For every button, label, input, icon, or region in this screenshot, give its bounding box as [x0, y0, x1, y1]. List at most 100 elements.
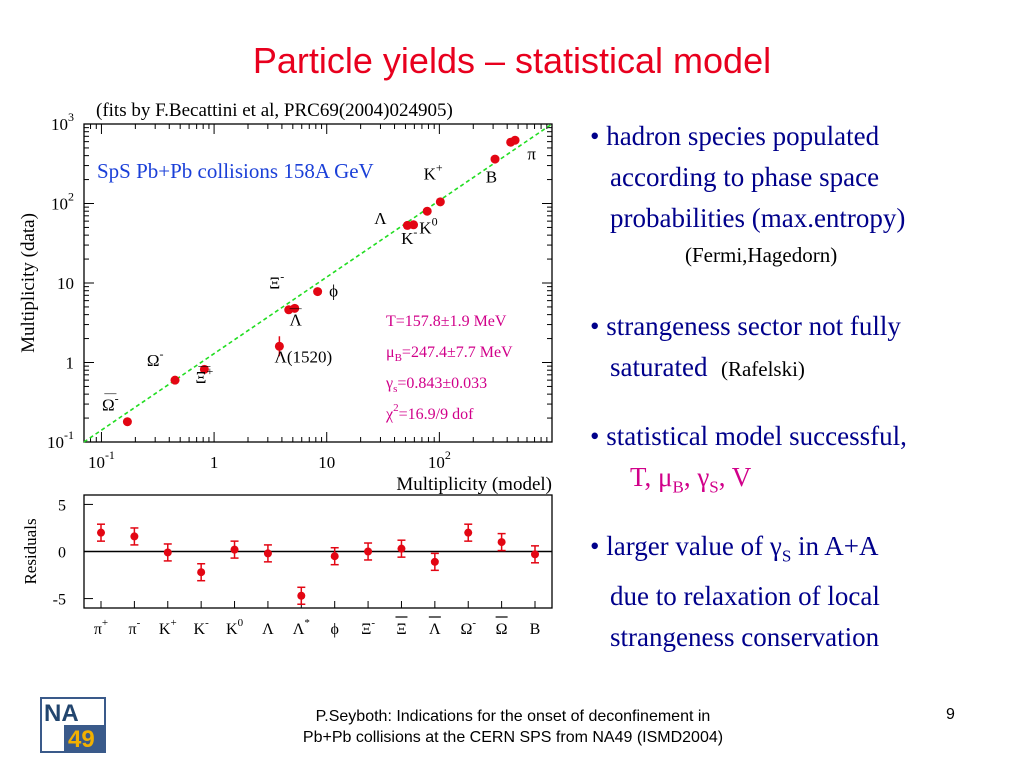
- bullet-3-line-1: • statistical model successful,: [590, 421, 907, 451]
- residual-point: [464, 528, 473, 537]
- y-tick-label: 103: [51, 110, 74, 134]
- point-label: Ω-: [102, 391, 119, 414]
- footer-line-2: Pb+Pb collisions at the CERN SPS from NA…: [302, 729, 724, 746]
- x-tick-label: 1: [210, 453, 219, 472]
- residual-point: [263, 549, 272, 558]
- bullet-4-line-2: due to relaxation of local: [610, 581, 880, 612]
- point-label: Ξ+: [196, 364, 214, 387]
- residual-point: [497, 538, 506, 547]
- slide-title: Particle yields – statistical model: [252, 40, 772, 81]
- data-point: [313, 287, 323, 297]
- residuals-y-tick-label: 5: [58, 497, 66, 514]
- data-point: [290, 303, 300, 313]
- point-label: K-: [401, 225, 417, 248]
- y-tick-label: 1: [66, 354, 75, 373]
- bullet-1-line-1: • hadron species populated: [590, 121, 880, 151]
- particle-yields-figure: 10-1 1 10 102 10-1 1 10 102 103 Multiplicity (mod…: [18, 110, 553, 638]
- bullet-1-line-2: according to phase space: [610, 162, 880, 192]
- x-tick-label: 102: [428, 448, 451, 472]
- data-point: [510, 135, 520, 145]
- data-point: [122, 417, 132, 427]
- logo-na-text: NA: [44, 700, 79, 727]
- residuals-category-label: K+: [159, 617, 177, 638]
- residuals-category-label: Λ*: [293, 617, 310, 638]
- bullet-3-params: T, μB, γS, V: [630, 462, 752, 497]
- residual-point: [163, 548, 172, 557]
- x-tick-label: 10-1: [88, 448, 115, 472]
- residuals-category-label: Ξ-: [361, 617, 375, 638]
- y-tick-label: 10: [57, 274, 74, 293]
- residual-point: [330, 552, 339, 561]
- page-number: 9: [946, 706, 955, 723]
- point-label: Λ(1520): [275, 348, 333, 367]
- footer: P.Seyboth: Indications for the onset of …: [258, 706, 768, 748]
- footer-line-1: P.Seyboth: Indications for the onset of …: [315, 708, 711, 725]
- point-label: π: [527, 144, 536, 163]
- x-axis-label: Multiplicity (model): [396, 474, 552, 495]
- data-point: [422, 206, 432, 216]
- bullet-4-line-1: • larger value of γS in A+A: [590, 531, 879, 566]
- point-label: B: [486, 167, 497, 186]
- residuals-category-label: ϕ: [330, 621, 338, 638]
- y-tick-label: 10-1: [47, 428, 74, 452]
- bullet-gamma-s: • larger value of γS in A+A due to relax…: [590, 526, 880, 658]
- bullet-4-line-3: strangeness conservation: [610, 622, 880, 653]
- na49-logo: NA 49: [40, 697, 106, 753]
- point-label: K+: [424, 161, 443, 184]
- bullet-2-saturated: saturated: [610, 352, 708, 382]
- residual-point: [397, 544, 406, 553]
- residuals-category-label: π-: [129, 617, 141, 638]
- data-point: [409, 220, 419, 230]
- residual-point: [364, 547, 373, 556]
- point-label: Λ: [290, 311, 303, 330]
- point-label: Ω-: [147, 347, 164, 370]
- bullet-1-line-3: probabilities (max.entropy): [610, 203, 906, 233]
- residuals-panel: 5 0 -5 Residuals π+ π- K+ K- K0 Λ Λ* ϕ Ξ- Ξ Λ Ω- Ω B: [21, 494, 553, 638]
- point-label: K0: [419, 214, 437, 237]
- point-label-overline: —: [289, 301, 303, 315]
- point-label: Ξ-: [269, 270, 284, 293]
- bullet-4-part-b: in A+A: [791, 531, 879, 561]
- residual-point: [297, 591, 306, 600]
- bullet-statistical-model: • statistical model successful, T, μB, γ…: [590, 416, 907, 507]
- residuals-category-label: π+: [94, 617, 108, 638]
- fit-result: μB=247.4±7.7 MeV: [386, 344, 513, 364]
- data-point: [170, 375, 180, 385]
- residual-point: [430, 557, 439, 566]
- point-label: ϕ: [329, 281, 338, 300]
- residuals-category-label: Ξ: [396, 621, 406, 638]
- bullet-4-part-a: • larger value of: [590, 531, 770, 561]
- bullet-1-note: (Fermi,Hagedorn): [685, 243, 838, 267]
- residuals-category-label: Λ: [429, 621, 441, 638]
- bullet-2-line-2: saturated (Rafelski): [590, 347, 901, 390]
- residual-point: [130, 532, 139, 541]
- bullet-strangeness-sector: • strangeness sector not fully saturated…: [590, 306, 901, 390]
- fit-reference-subtitle: (fits by F.Becattini et al, PRC69(2004)0…: [96, 100, 453, 121]
- residuals-y-tick-label: 0: [58, 545, 66, 562]
- data-point: [435, 197, 445, 207]
- residual-point: [197, 568, 206, 577]
- bullet-hadron-species: • hadron species populated according to …: [590, 116, 905, 271]
- residuals-category-label: Λ: [262, 621, 274, 638]
- residuals-category-label: Ω-: [460, 617, 476, 638]
- fit-result: T=157.8±1.9 MeV: [386, 313, 507, 330]
- residuals-category-label: K0: [226, 617, 244, 638]
- residuals-y-tick-label: -5: [53, 592, 66, 609]
- x-tick-label: 10: [318, 453, 335, 472]
- y-axis-label: Multiplicity (data): [18, 213, 39, 353]
- residuals-category-label: K-: [194, 617, 210, 638]
- point-label-overline: —: [197, 358, 211, 372]
- residual-point: [230, 545, 239, 554]
- data-point: [490, 154, 500, 164]
- residuals-category-label: B: [530, 621, 541, 638]
- panel-label: SpS Pb+Pb collisions 158A GeV: [97, 159, 374, 183]
- bullet-2-line-1: • strangeness sector not fully: [590, 311, 901, 341]
- data-point: [199, 364, 209, 374]
- point-label-overline: —: [103, 385, 117, 399]
- fit-result: χ2=16.9/9 dof: [385, 402, 474, 423]
- fit-result: γs=0.843±0.033: [385, 375, 487, 395]
- y-tick-label: 102: [51, 190, 74, 214]
- yields-main-panel: 10-1 1 10 102 10-1 1 10 102 103 Multiplicity (mod…: [18, 110, 553, 495]
- residual-point: [531, 550, 539, 559]
- residuals-category-label: Ω: [496, 621, 508, 638]
